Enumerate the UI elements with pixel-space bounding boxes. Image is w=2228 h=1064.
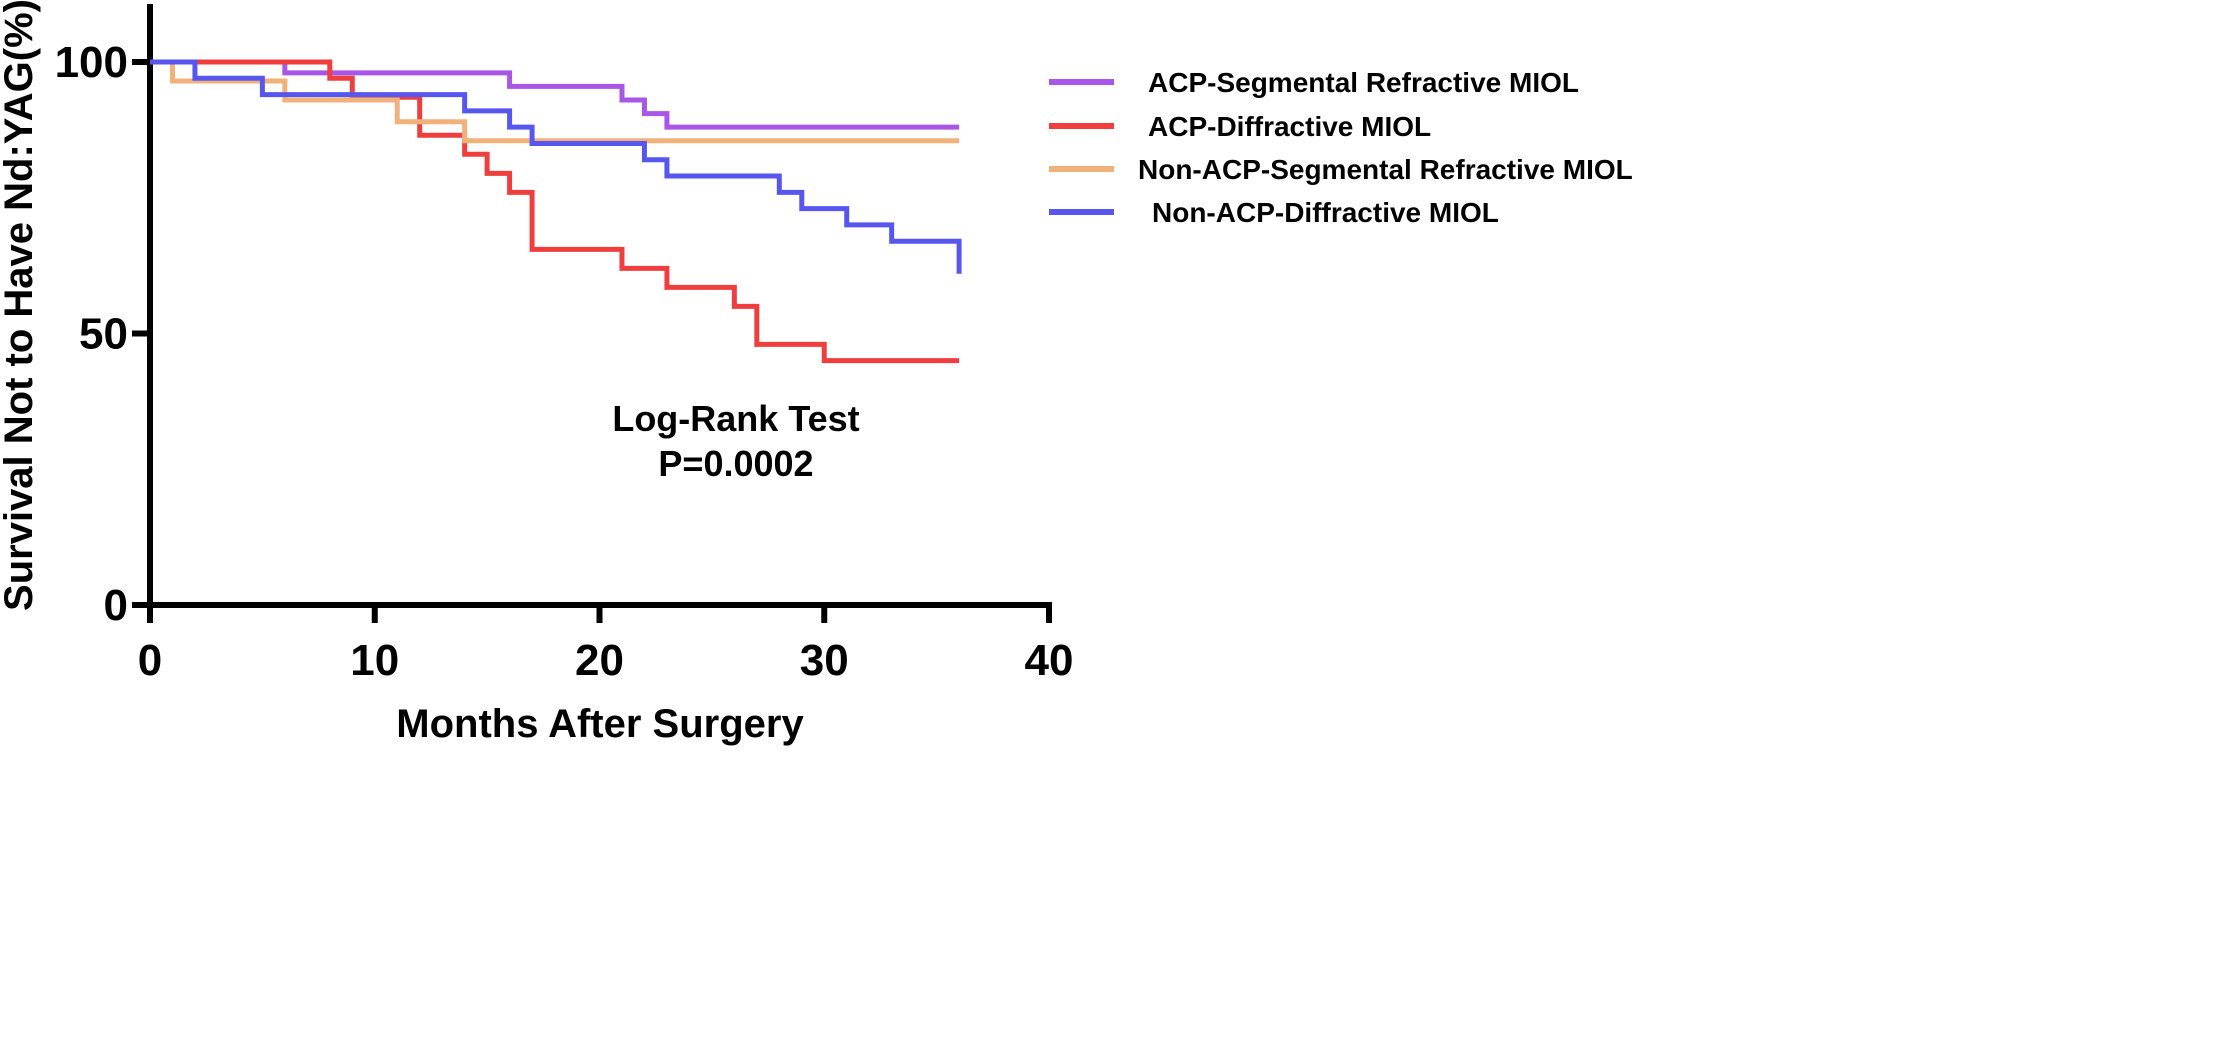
y-tick-label: 100 <box>55 38 128 87</box>
y-ticks: 0 50 100 <box>55 38 150 630</box>
survival-curves <box>150 59 962 364</box>
y-tick-label: 50 <box>79 310 128 359</box>
y-axis-title: Survival Not to Have Nd:YAG(%) <box>0 0 41 611</box>
y-tick-label: 0 <box>104 581 128 630</box>
x-tick-label: 20 <box>575 636 624 685</box>
legend-label-acp-segmental-refractive-miol: ACP-Segmental Refractive MIOL <box>1148 67 1579 98</box>
log-rank-title: Log-Rank Test <box>612 398 859 439</box>
curve-non-acp-diffractive-miol <box>150 59 962 274</box>
curve-acp-diffractive-miol <box>150 59 960 364</box>
x-axis-title: Months After Surgery <box>396 702 804 746</box>
log-rank-p-value: P=0.0002 <box>658 443 813 484</box>
x-tick-label: 0 <box>138 636 162 685</box>
legend-label-non-acp-diffractive-miol: Non-ACP-Diffractive MIOL <box>1152 197 1499 228</box>
x-tick-label: 10 <box>350 636 399 685</box>
x-ticks: 0 10 20 30 40 <box>138 605 1074 685</box>
legend: ACP-Segmental Refractive MIOL ACP-Diffrac… <box>1049 67 1633 228</box>
x-tick-label: 30 <box>800 636 849 685</box>
x-tick-label: 40 <box>1025 636 1074 685</box>
curve-non-acp-segmental-refractive-miol <box>150 59 960 144</box>
legend-label-acp-diffractive-miol: ACP-Diffractive MIOL <box>1148 111 1431 142</box>
legend-label-non-acp-segmental-refractive-miol: Non-ACP-Segmental Refractive MIOL <box>1138 154 1633 185</box>
curve-acp-segmental-refractive-miol <box>150 59 960 130</box>
